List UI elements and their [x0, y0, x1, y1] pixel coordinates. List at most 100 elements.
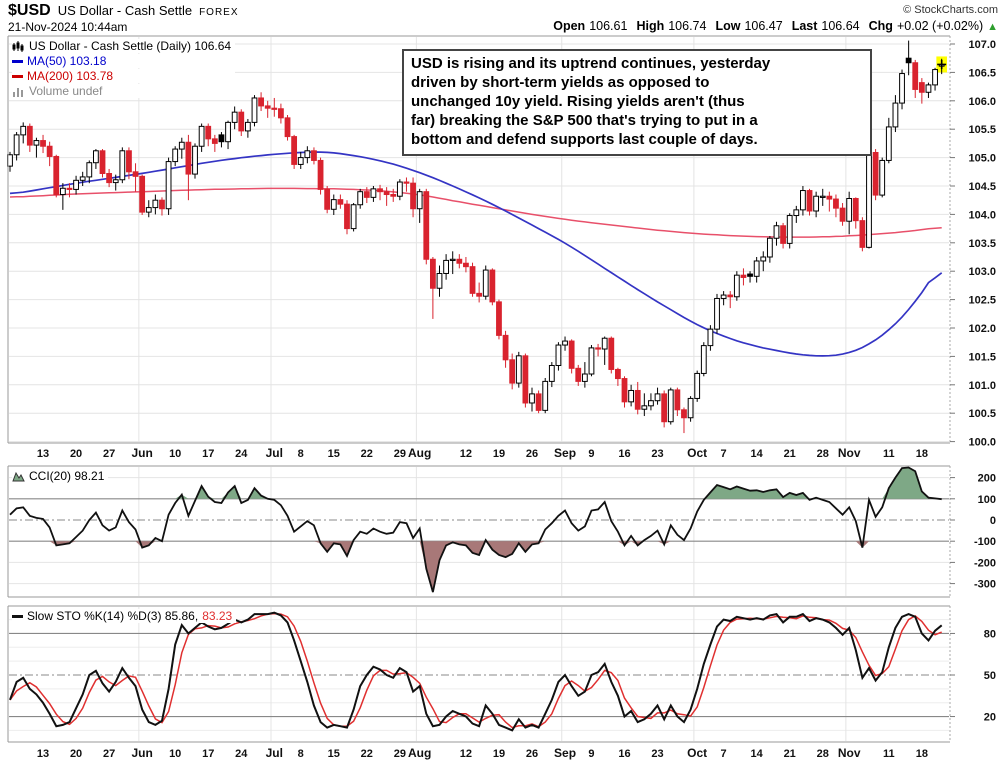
cci-legend: CCI(20) 98.21: [12, 469, 109, 483]
svg-text:10: 10: [169, 748, 181, 760]
svg-text:20: 20: [70, 448, 82, 460]
candlestick-chart-icon: [12, 40, 24, 52]
ma200-line-swatch-icon: [12, 74, 23, 78]
volume-legend-label: Volume undef: [29, 84, 103, 98]
svg-text:7: 7: [721, 748, 727, 760]
svg-text:16: 16: [618, 748, 630, 760]
volume-bars-icon: [13, 87, 23, 97]
ma50-line-swatch-icon: [12, 59, 23, 63]
svg-text:26: 26: [526, 448, 538, 460]
svg-text:105.5: 105.5: [968, 124, 996, 136]
analyst-annotation-box: USD is rising and its uptrend continues,…: [402, 49, 872, 156]
svg-text:106.5: 106.5: [968, 67, 996, 79]
svg-text:23: 23: [651, 748, 663, 760]
svg-text:7: 7: [721, 448, 727, 460]
chg-value: +0.02 (+0.02%): [896, 19, 984, 33]
svg-text:Oct: Oct: [687, 446, 707, 460]
ma200-legend-row: MA(200) 103.78: [12, 69, 236, 83]
last-label: Last: [791, 19, 818, 33]
svg-text:11: 11: [883, 448, 895, 460]
svg-text:Aug: Aug: [408, 746, 431, 760]
sto-legend-label: Slow STO %K(14) %D(3) 85.86,: [27, 609, 199, 623]
main-chart-legend: US Dollar - Cash Settle (Daily) 106.64 M…: [12, 39, 236, 98]
volume-legend-row: Volume undef: [12, 84, 236, 98]
price-series-legend-row: US Dollar - Cash Settle (Daily) 106.64: [12, 39, 236, 53]
svg-text:24: 24: [235, 748, 248, 760]
svg-text:23: 23: [651, 448, 663, 460]
cci-legend-row: CCI(20) 98.21: [12, 469, 109, 483]
svg-text:10: 10: [169, 448, 181, 460]
ma50-legend-row: MA(50) 103.18: [12, 54, 236, 68]
chart-datetime: 21-Nov-2024 10:44am: [8, 20, 128, 34]
svg-text:50: 50: [984, 670, 996, 682]
cci-area-icon: [12, 471, 25, 481]
change-up-triangle-icon: ▲: [987, 21, 998, 33]
svg-text:101.0: 101.0: [968, 380, 996, 392]
symbol-title: US Dollar - Cash Settle: [57, 3, 193, 18]
svg-text:-200: -200: [974, 557, 996, 569]
svg-text:101.5: 101.5: [968, 351, 996, 363]
last-value: 106.64: [821, 19, 860, 33]
svg-text:16: 16: [618, 448, 630, 460]
svg-text:20: 20: [984, 712, 996, 724]
cci-legend-label: CCI(20) 98.21: [29, 469, 105, 483]
stockcharts-credit: © StockCharts.com: [903, 4, 998, 16]
svg-text:17: 17: [202, 448, 214, 460]
svg-text:21: 21: [784, 448, 796, 460]
svg-text:12: 12: [460, 448, 472, 460]
svg-text:0: 0: [990, 515, 996, 527]
ma50-legend-label: MA(50) 103.18: [27, 54, 107, 68]
sto-line-swatch-icon: [12, 614, 23, 618]
low-value: 106.47: [744, 19, 783, 33]
svg-text:14: 14: [751, 448, 764, 460]
ma200-legend-label: MA(200) 103.78: [27, 69, 114, 83]
svg-text:29: 29: [394, 448, 406, 460]
svg-text:13: 13: [37, 448, 49, 460]
svg-text:80: 80: [984, 628, 996, 640]
quote-line: Open 106.61 High 106.74 Low 106.47 Last 106.64 C…: [553, 19, 998, 33]
open-label: Open: [553, 19, 586, 33]
svg-text:200: 200: [978, 473, 996, 485]
svg-text:100: 100: [978, 494, 996, 506]
svg-text:15: 15: [328, 448, 340, 460]
svg-text:8: 8: [298, 448, 304, 460]
svg-text:Jun: Jun: [131, 446, 152, 460]
svg-text:28: 28: [817, 748, 829, 760]
chart-header: $USD US Dollar - Cash Settle FOREX: [8, 2, 239, 20]
svg-text:Jun: Jun: [131, 746, 152, 760]
svg-text:18: 18: [916, 448, 928, 460]
svg-text:104.5: 104.5: [968, 181, 996, 193]
svg-text:Jul: Jul: [266, 446, 283, 460]
svg-text:Jul: Jul: [266, 746, 283, 760]
svg-text:29: 29: [394, 748, 406, 760]
svg-text:102.5: 102.5: [968, 295, 996, 307]
svg-text:14: 14: [751, 748, 764, 760]
sto-d-value: 83.23: [202, 609, 233, 623]
svg-text:20: 20: [70, 748, 82, 760]
svg-text:27: 27: [103, 448, 115, 460]
svg-text:-300: -300: [974, 579, 996, 591]
svg-text:Aug: Aug: [408, 446, 431, 460]
svg-text:107.0: 107.0: [968, 39, 996, 51]
sto-legend-row: Slow STO %K(14) %D(3) 85.86, 83.23: [12, 609, 237, 623]
svg-text:8: 8: [298, 748, 304, 760]
svg-text:Oct: Oct: [687, 746, 707, 760]
svg-text:11: 11: [883, 748, 895, 760]
svg-text:18: 18: [916, 748, 928, 760]
svg-text:Sep: Sep: [554, 746, 576, 760]
svg-text:19: 19: [493, 448, 505, 460]
svg-text:21: 21: [784, 748, 796, 760]
open-value: 106.61: [589, 19, 628, 33]
high-value: 106.74: [668, 19, 707, 33]
svg-text:26: 26: [526, 748, 538, 760]
svg-text:22: 22: [361, 748, 373, 760]
svg-text:28: 28: [817, 448, 829, 460]
chg-label: Chg: [868, 19, 893, 33]
svg-text:13: 13: [37, 748, 49, 760]
svg-text:15: 15: [328, 748, 340, 760]
exchange-label: FOREX: [199, 7, 239, 18]
svg-text:100.5: 100.5: [968, 408, 996, 420]
svg-text:9: 9: [588, 448, 594, 460]
svg-text:22: 22: [361, 448, 373, 460]
